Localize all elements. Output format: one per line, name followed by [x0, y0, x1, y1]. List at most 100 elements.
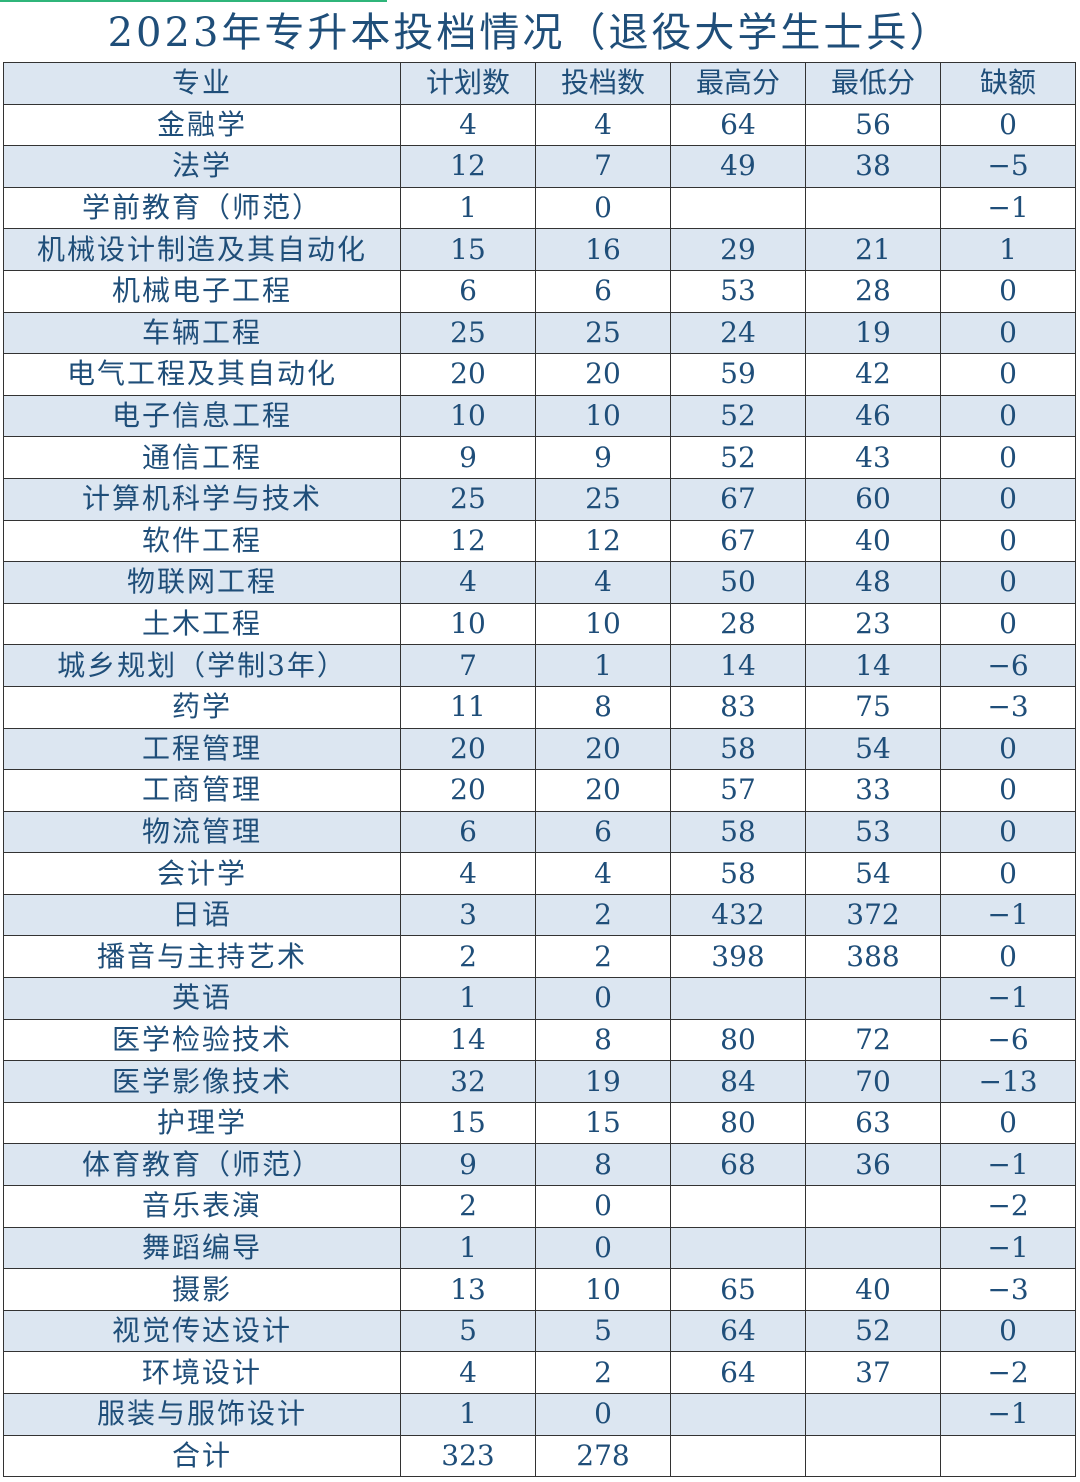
cell-major: 医学影像技术 — [3, 1060, 401, 1103]
table-row: 播音与主持艺术 2 2 398 388 0 — [3, 935, 1076, 979]
cell-submitted: 10 — [535, 1268, 671, 1311]
cell-min-score — [805, 1434, 941, 1478]
cell-shortfall: 0 — [940, 561, 1076, 604]
cell-major: 车辆工程 — [3, 311, 401, 355]
table-row: 英语 1 0 −1 — [3, 977, 1076, 1020]
cell-plan: 15 — [400, 228, 536, 271]
cell-shortfall: 0 — [940, 103, 1076, 147]
cell-min-score: 56 — [805, 103, 941, 147]
cell-shortfall: −3 — [940, 1268, 1076, 1311]
cell-shortfall: −1 — [940, 1393, 1076, 1436]
cell-max-score: 53 — [670, 269, 806, 313]
table-row: 通信工程 9 9 52 43 0 — [3, 436, 1076, 479]
total-row: 合计 323 278 — [3, 1434, 1076, 1478]
cell-major: 机械设计制造及其自动化 — [3, 228, 401, 271]
cell-max-score: 52 — [670, 436, 806, 479]
cell-submitted: 16 — [535, 228, 671, 271]
cell-max-score: 57 — [670, 769, 806, 812]
cell-shortfall: 0 — [940, 1101, 1076, 1145]
cell-submitted: 8 — [535, 685, 671, 729]
cell-plan: 20 — [400, 727, 536, 771]
cell-min-score: 54 — [805, 852, 941, 895]
cell-plan: 15 — [400, 1101, 536, 1145]
table-row: 日语 3 2 432 372 −1 — [3, 893, 1076, 937]
cell-submitted: 0 — [535, 1226, 671, 1270]
cell-shortfall: 0 — [940, 519, 1076, 563]
cell-max-score: 64 — [670, 1309, 806, 1353]
cell-major: 城乡规划（学制3年） — [3, 644, 401, 687]
cell-submitted: 10 — [535, 394, 671, 438]
cell-max-score: 65 — [670, 1268, 806, 1311]
cell-major: 计算机科学与技术 — [3, 477, 401, 521]
cell-shortfall: 0 — [940, 852, 1076, 895]
page-title: 2023年专升本投档情况（退役大学生士兵） — [107, 10, 953, 56]
cell-major: 摄影 — [3, 1268, 401, 1311]
cell-submitted: 0 — [535, 977, 671, 1020]
cell-min-score — [805, 1185, 941, 1228]
cell-plan: 10 — [400, 602, 536, 646]
cell-max-score: 50 — [670, 561, 806, 604]
cell-min-score — [805, 1226, 941, 1270]
cell-plan: 4 — [400, 852, 536, 895]
cell-plan: 25 — [400, 477, 536, 521]
cell-major: 日语 — [3, 893, 401, 937]
cell-submitted: 2 — [535, 1351, 671, 1394]
table-row: 电气工程及其自动化 20 20 59 42 0 — [3, 353, 1076, 396]
cell-major: 医学检验技术 — [3, 1018, 401, 1062]
cell-max-score: 84 — [670, 1060, 806, 1103]
cell-shortfall: −6 — [940, 644, 1076, 687]
cell-max-score: 80 — [670, 1018, 806, 1062]
cell-submitted: 20 — [535, 727, 671, 771]
cell-plan: 12 — [400, 519, 536, 563]
table-row: 会计学 4 4 58 54 0 — [3, 852, 1076, 895]
cell-max-score: 80 — [670, 1101, 806, 1145]
table-row: 机械电子工程 6 6 53 28 0 — [3, 269, 1076, 313]
cell-major: 工程管理 — [3, 727, 401, 771]
cell-plan: 9 — [400, 436, 536, 479]
cell-submitted: 6 — [535, 269, 671, 313]
table-row: 土木工程 10 10 28 23 0 — [3, 602, 1076, 646]
cell-major: 英语 — [3, 977, 401, 1020]
cell-shortfall: −2 — [940, 1185, 1076, 1228]
cell-min-score — [805, 1393, 941, 1436]
cell-submitted: 4 — [535, 103, 671, 147]
cell-plan: 5 — [400, 1309, 536, 1353]
cell-major: 护理学 — [3, 1101, 401, 1145]
cell-min-score: 38 — [805, 145, 941, 188]
cell-shortfall: 0 — [940, 810, 1076, 854]
cell-max-score — [670, 1393, 806, 1436]
cell-min-score: 60 — [805, 477, 941, 521]
cell-major: 土木工程 — [3, 602, 401, 646]
cell-plan: 7 — [400, 644, 536, 687]
table-row: 软件工程 12 12 67 40 0 — [3, 519, 1076, 563]
cell-min-score: 75 — [805, 685, 941, 729]
cell-submitted: 12 — [535, 519, 671, 563]
cell-major: 通信工程 — [3, 436, 401, 479]
cell-major: 药学 — [3, 685, 401, 729]
table-row: 工商管理 20 20 57 33 0 — [3, 769, 1076, 812]
cell-max-score: 432 — [670, 893, 806, 937]
table-row: 环境设计 4 2 64 37 −2 — [3, 1351, 1076, 1394]
cell-min-score: 70 — [805, 1060, 941, 1103]
cell-shortfall: 0 — [940, 769, 1076, 812]
cell-shortfall: 0 — [940, 602, 1076, 646]
cell-submitted: 20 — [535, 769, 671, 812]
table-row: 物联网工程 4 4 50 48 0 — [3, 561, 1076, 604]
cell-shortfall: 0 — [940, 394, 1076, 438]
cell-max-score: 28 — [670, 602, 806, 646]
cell-max-score: 58 — [670, 852, 806, 895]
cell-max-score: 68 — [670, 1143, 806, 1187]
cell-submitted: 7 — [535, 145, 671, 188]
table-row: 服装与服饰设计 1 0 −1 — [3, 1393, 1076, 1436]
table-row: 车辆工程 25 25 24 19 0 — [3, 311, 1076, 355]
cell-plan: 3 — [400, 893, 536, 937]
cell-plan: 1 — [400, 977, 536, 1020]
cell-shortfall: 0 — [940, 727, 1076, 771]
cell-submitted: 15 — [535, 1101, 671, 1145]
table-row: 摄影 13 10 65 40 −3 — [3, 1268, 1076, 1311]
cell-submitted: 6 — [535, 810, 671, 854]
cell-max-score: 24 — [670, 311, 806, 355]
cell-plan: 6 — [400, 269, 536, 313]
table-row: 金融学 4 4 64 56 0 — [3, 103, 1076, 147]
cell-shortfall: 0 — [940, 311, 1076, 355]
